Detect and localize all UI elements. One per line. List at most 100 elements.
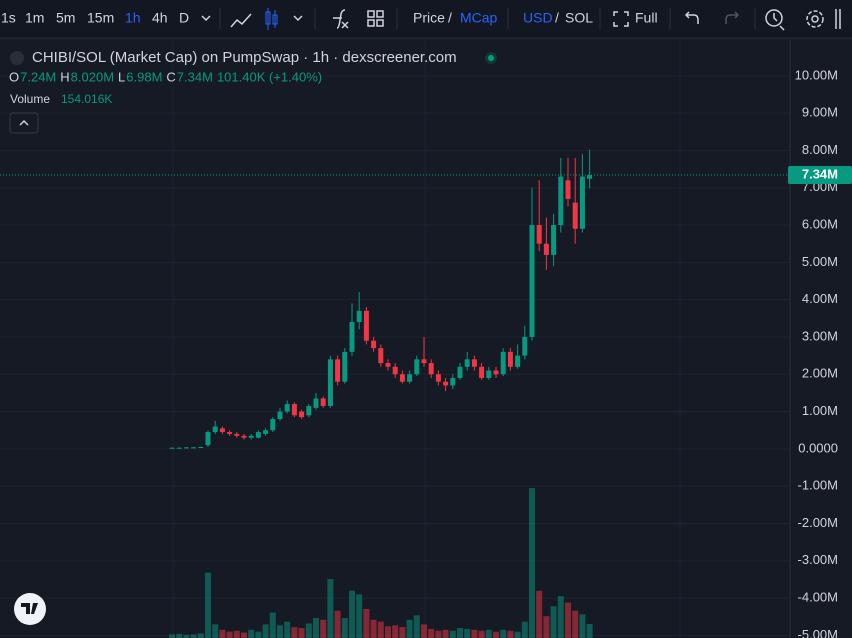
y-tick-label: 1.00M <box>802 403 838 418</box>
candle-body <box>450 377 456 386</box>
indicators-icon[interactable] <box>333 9 349 29</box>
candle-body <box>205 432 211 446</box>
candle-body <box>536 225 542 244</box>
interval[interactable]: 1s <box>1 10 16 26</box>
redo[interactable] <box>725 11 740 24</box>
fullscreen[interactable]: Full <box>635 10 658 26</box>
dropdown[interactable] <box>201 15 211 22</box>
y-tick-label: -5.00M <box>798 627 838 638</box>
candle-body <box>421 359 427 364</box>
candle-body <box>471 359 477 367</box>
candle-body <box>551 225 557 255</box>
candle-body <box>212 426 218 433</box>
volume-bar <box>212 624 219 638</box>
volume-bar <box>586 624 593 638</box>
candle-body <box>399 374 405 382</box>
candle-body <box>558 176 564 226</box>
volume-bar <box>579 614 586 638</box>
chart-title: CHIBI/SOL (Market Cap) on PumpSwap · 1h … <box>32 49 457 66</box>
undo[interactable] <box>684 11 699 24</box>
candle-body <box>363 310 369 341</box>
candle-body <box>428 363 434 375</box>
candle-body <box>349 322 355 352</box>
mcap-toggle[interactable]: MCap <box>460 10 498 26</box>
volume-bar <box>219 629 226 638</box>
volume-bar <box>248 629 255 638</box>
volume-bar <box>478 630 485 638</box>
candle-body <box>515 355 521 367</box>
volume-bar <box>500 629 507 638</box>
fullscreen-icon[interactable] <box>613 11 629 27</box>
candle-body <box>169 447 175 449</box>
volume-bar <box>399 627 406 638</box>
line-icon[interactable] <box>230 13 252 28</box>
volume-bar <box>284 621 291 638</box>
tradingview-logo[interactable] <box>14 593 46 625</box>
price-toggle[interactable]: Price <box>413 10 445 26</box>
ohlc-legend: O 7.24M H 8.020M L 6.98M C 7.34M 101.40K (+1.40%… <box>9 69 322 84</box>
usd-toggle[interactable]: USD <box>523 10 553 26</box>
interval-active[interactable]: 1h <box>125 10 141 26</box>
alert-icon[interactable] <box>765 9 785 31</box>
volume-bar <box>334 610 341 638</box>
candle-body <box>284 404 290 412</box>
candle-body <box>587 175 593 179</box>
dropdown[interactable] <box>293 15 303 22</box>
y-tick-label: 3.00M <box>802 328 838 343</box>
candle-icon[interactable] <box>265 8 278 30</box>
candle-body <box>543 243 549 255</box>
candle-body <box>342 351 348 382</box>
volume-bar <box>277 625 283 638</box>
volume-bar <box>169 634 175 638</box>
candle-body <box>371 340 377 349</box>
candle-body <box>320 398 326 406</box>
volume-bar <box>183 634 190 638</box>
collapse-button[interactable] <box>9 112 39 134</box>
volume-bar <box>449 630 456 638</box>
interval[interactable]: 5m <box>56 10 75 26</box>
separator-text: / <box>555 10 559 26</box>
legend-value: 8.020M <box>71 69 114 84</box>
volume-bar <box>457 628 463 638</box>
interval[interactable]: D <box>179 10 189 26</box>
settings-icon[interactable] <box>806 10 824 28</box>
volume-bar <box>514 631 521 638</box>
chart: 10.00M9.00M8.00M7.00M6.00M5.00M4.00M3.00… <box>0 40 838 638</box>
interval[interactable]: 15m <box>87 10 114 26</box>
last-price-label: 7.34M <box>802 166 838 181</box>
volume-bar <box>529 488 535 638</box>
layout-icon[interactable] <box>367 10 384 27</box>
volume-bar <box>349 590 355 638</box>
volume-bar <box>341 618 348 638</box>
candle-body <box>198 446 204 448</box>
legend-value: 7.24M <box>20 69 56 84</box>
volume-bar <box>269 612 276 638</box>
volume-bar <box>442 629 449 638</box>
sol-toggle[interactable]: SOL <box>565 10 593 26</box>
interval[interactable]: 1m <box>25 10 44 26</box>
candle-body <box>464 359 470 367</box>
candle-body <box>176 447 182 449</box>
y-tick-label: 8.00M <box>802 142 838 157</box>
volume-bar <box>241 632 247 638</box>
y-tick-label: 2.00M <box>802 366 838 381</box>
interval[interactable]: 4h <box>152 10 168 26</box>
candle-body <box>529 225 535 337</box>
candle-body <box>385 363 391 367</box>
legend-key: O <box>9 69 19 84</box>
candle-body <box>392 366 398 375</box>
screenshot-icon[interactable] <box>835 9 841 29</box>
volume-bar <box>313 618 319 638</box>
volume-bar <box>233 630 240 638</box>
legend-key: L <box>118 69 125 84</box>
candle-body <box>414 359 420 375</box>
volume-bar <box>377 621 384 638</box>
candle-body <box>219 428 225 433</box>
y-tick-label: -4.00M <box>798 590 838 605</box>
legend-key: C <box>166 69 175 84</box>
volume-bar <box>521 621 528 638</box>
volume-bar <box>464 628 471 638</box>
y-tick-label: 10.00M <box>795 67 838 82</box>
volume-bar <box>190 634 197 638</box>
